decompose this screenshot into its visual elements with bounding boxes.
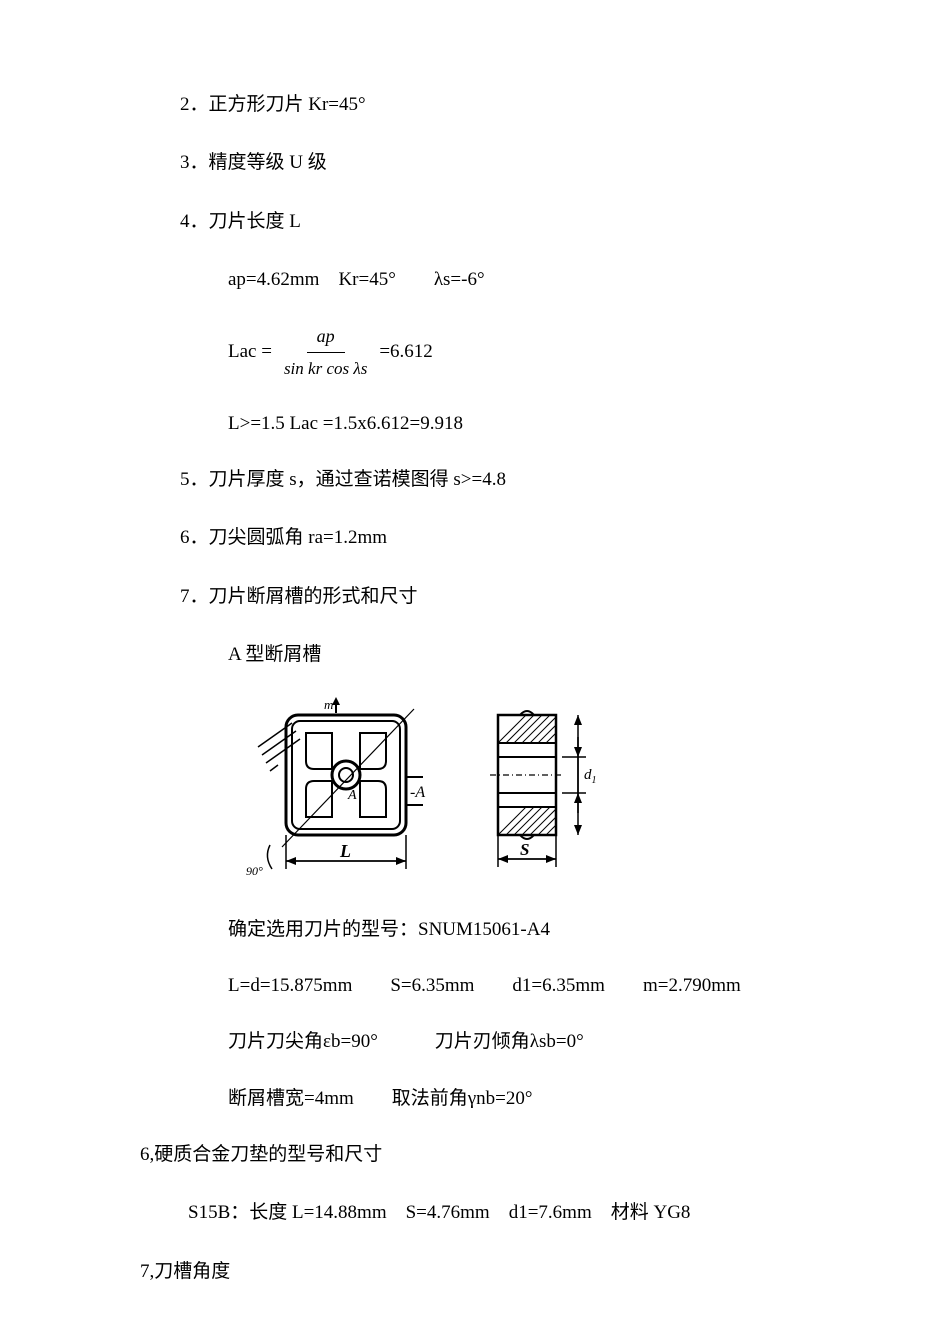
item-3-text: 3．精度等级 U 级: [180, 152, 327, 173]
item-4-calc: L>=1.5 Lac =1.5x6.612=9.918: [180, 409, 845, 439]
item-7-angles-text: 刀片刀尖角εb=90° 刀片刃倾角λsb=0°: [228, 1031, 584, 1052]
item-7-model-text: 确定选用刀片的型号：SNUM15061-A4: [228, 919, 550, 940]
item-3: 3．精度等级 U 级: [180, 148, 845, 178]
item-7: 7．刀片断屑槽的形式和尺寸: [180, 582, 845, 612]
section-6-detail-text: S15B：长度 L=14.88mm S=4.76mm d1=7.6mm 材料 Y…: [188, 1202, 690, 1223]
item-7-dims: L=d=15.875mm S=6.35mm d1=6.35mm m=2.790m…: [180, 971, 845, 1001]
section-6: 6,硬质合金刀垫的型号和尺寸: [140, 1140, 845, 1170]
item-4-text: 4．刀片长度 L: [180, 211, 301, 232]
formula-rhs: =6.612: [379, 337, 432, 367]
item-7-groove-text: 断屑槽宽=4mm 取法前角γnb=20°: [228, 1088, 532, 1109]
diagram-insert-top: A -A m L 90°: [228, 697, 438, 887]
svg-text:90°: 90°: [246, 864, 263, 878]
svg-text:m: m: [324, 697, 333, 712]
section-6-title: 6,硬质合金刀垫的型号和尺寸: [140, 1144, 382, 1165]
item-7-model: 确定选用刀片的型号：SNUM15061-A4: [180, 915, 845, 945]
label-minus-A: -A: [410, 784, 425, 801]
item-6-text: 6．刀尖圆弧角 ra=1.2mm: [180, 527, 387, 548]
diagram-insert-side: d1 S: [478, 697, 628, 887]
item-4-params: ap=4.62mm Kr=45° λs=-6°: [180, 265, 845, 295]
item-4-params-text: ap=4.62mm Kr=45° λs=-6°: [228, 269, 485, 290]
fraction-numerator: ap: [307, 322, 345, 354]
section-7: 7,刀槽角度: [140, 1257, 845, 1287]
label-A: A: [347, 788, 357, 803]
section-6-detail: S15B：长度 L=14.88mm S=4.76mm d1=7.6mm 材料 Y…: [180, 1198, 845, 1228]
item-7-text: 7．刀片断屑槽的形式和尺寸: [180, 586, 418, 607]
item-7-groove: 断屑槽宽=4mm 取法前角γnb=20°: [180, 1084, 845, 1114]
item-5-text: 5．刀片厚度 s，通过查诺模图得 s>=4.8: [180, 469, 506, 490]
item-7-subtitle: A 型断屑槽: [180, 640, 845, 670]
item-2: 2．正方形刀片 Kr=45°: [180, 90, 845, 120]
item-5: 5．刀片厚度 s，通过查诺模图得 s>=4.8: [180, 465, 845, 495]
diagram-row: A -A m L 90°: [180, 697, 845, 887]
fraction: ap sin kr cos λs: [280, 322, 371, 383]
label-d1: d1: [584, 767, 597, 786]
item-4-formula: Lac = ap sin kr cos λs =6.612: [180, 322, 845, 383]
item-4-calc-text: L>=1.5 Lac =1.5x6.612=9.918: [228, 413, 463, 434]
fraction-denominator: sin kr cos λs: [280, 353, 371, 382]
item-7-dims-text: L=d=15.875mm S=6.35mm d1=6.35mm m=2.790m…: [228, 975, 741, 996]
label-S: S: [520, 840, 529, 859]
item-4: 4．刀片长度 L: [180, 207, 845, 237]
section-7-title: 7,刀槽角度: [140, 1261, 230, 1282]
item-2-text: 2．正方形刀片 Kr=45°: [180, 94, 366, 115]
item-7-angles: 刀片刀尖角εb=90° 刀片刃倾角λsb=0°: [180, 1027, 845, 1057]
formula-lhs: Lac =: [228, 337, 272, 367]
item-7-subtitle-text: A 型断屑槽: [228, 644, 321, 665]
label-L: L: [339, 841, 351, 861]
item-6: 6．刀尖圆弧角 ra=1.2mm: [180, 523, 845, 553]
